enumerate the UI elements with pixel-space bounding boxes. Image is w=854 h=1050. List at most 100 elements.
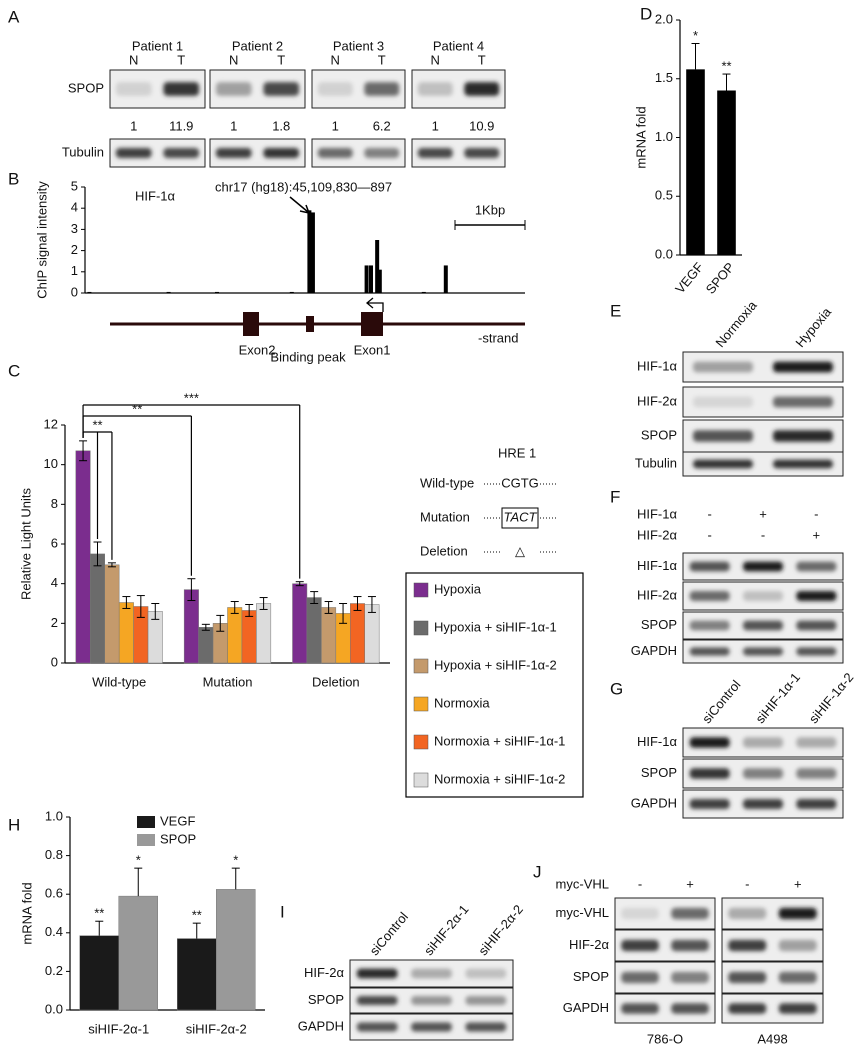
- panel-label: J: [533, 862, 542, 881]
- hre-name: Wild-type: [420, 475, 474, 490]
- band: [743, 798, 783, 810]
- quantification: 1.8: [272, 118, 290, 133]
- row-label: SPOP: [308, 992, 344, 1007]
- band: [215, 147, 252, 159]
- significance: *: [233, 853, 238, 868]
- condition-sign: +: [686, 876, 694, 891]
- tss-arrow: [365, 297, 384, 312]
- band: [621, 1003, 659, 1014]
- band: [465, 968, 507, 979]
- band: [465, 996, 507, 1005]
- cell-line-label: 786-O: [647, 1031, 683, 1046]
- bar: [306, 597, 322, 664]
- bar: [686, 69, 705, 255]
- bar: [75, 450, 91, 664]
- y-tick-label: 1: [71, 263, 78, 278]
- legend-swatch: [413, 658, 429, 674]
- band: [796, 647, 837, 656]
- exon: [243, 312, 259, 336]
- quantification: 6.2: [373, 118, 391, 133]
- band: [778, 1003, 817, 1014]
- band: [743, 620, 783, 631]
- legend-swatch: [413, 696, 429, 712]
- bar: [350, 603, 365, 664]
- band: [263, 82, 300, 96]
- y-tick-label: 4: [51, 575, 58, 590]
- panel-label: B: [8, 169, 19, 188]
- row-label: GAPDH: [631, 795, 677, 810]
- legend-label: Normoxia + siHIF-1α-1: [434, 733, 565, 748]
- quantification: 10.9: [469, 118, 494, 133]
- y-tick-label: 0.0: [45, 1001, 63, 1016]
- band: [689, 768, 730, 779]
- band: [465, 1022, 507, 1032]
- band: [215, 82, 252, 96]
- y-axis-label: Relative Light Units: [18, 488, 33, 600]
- patient-label: Patient 2: [232, 38, 283, 53]
- condition-sign: +: [759, 506, 767, 521]
- legend-label: Hypoxia + siHIF-1α-1: [434, 619, 557, 634]
- band: [778, 907, 817, 920]
- condition-sign: -: [707, 527, 711, 542]
- band: [356, 968, 398, 979]
- y-tick-label: 0.0: [655, 246, 673, 261]
- patient-label: Patient 4: [433, 38, 484, 53]
- band: [671, 939, 709, 952]
- condition-sign: +: [794, 876, 802, 891]
- row-label: GAPDH: [563, 1000, 609, 1015]
- legend-swatch: [413, 620, 429, 636]
- band: [621, 939, 659, 952]
- band: [743, 590, 783, 602]
- band: [411, 968, 452, 979]
- bar: [364, 604, 380, 664]
- bar: [310, 212, 315, 293]
- bar: [118, 602, 134, 664]
- band: [163, 147, 200, 159]
- hre-seq: CGTG: [501, 475, 539, 490]
- bar: [289, 291, 294, 293]
- band: [356, 1022, 398, 1032]
- band: [417, 147, 453, 159]
- exon: [361, 312, 383, 336]
- band: [728, 971, 767, 984]
- bar: [79, 935, 119, 1011]
- condition-sign: -: [761, 527, 765, 542]
- row-label: GAPDH: [298, 1018, 344, 1033]
- hre-box: [501, 507, 539, 529]
- y-tick-label: 0.2: [45, 963, 63, 978]
- row-label: SPOP: [68, 80, 104, 95]
- band: [317, 82, 353, 96]
- band: [411, 996, 452, 1005]
- annotation: chr17 (hg18):45,109,830—897: [215, 179, 392, 194]
- hre-seq: △: [515, 543, 525, 558]
- band: [464, 82, 500, 96]
- band: [411, 1022, 452, 1032]
- band: [115, 82, 152, 96]
- feature-label: Binding peak: [270, 349, 346, 364]
- strand-label: -strand: [478, 330, 518, 345]
- band: [773, 361, 833, 373]
- bar: [177, 938, 217, 1011]
- band: [743, 647, 783, 656]
- lane-label: N: [331, 52, 340, 67]
- row-label: HIF-2α: [637, 587, 678, 602]
- band: [796, 620, 837, 631]
- bar: [256, 603, 272, 664]
- x-tick-label: Wild-type: [92, 674, 146, 689]
- band: [263, 147, 300, 159]
- condition-label: HIF-2α: [637, 527, 678, 542]
- row-label: HIF-2α: [637, 393, 678, 408]
- bar: [104, 564, 120, 664]
- band: [773, 459, 833, 469]
- band: [621, 971, 659, 984]
- panel-label: C: [8, 361, 20, 380]
- row-label: SPOP: [573, 969, 609, 984]
- legend-swatch: [137, 834, 155, 846]
- lane-label: N: [129, 52, 138, 67]
- band: [778, 971, 817, 984]
- band: [689, 620, 730, 631]
- legend-label: Normoxia: [434, 695, 490, 710]
- patient-label: Patient 1: [132, 38, 183, 53]
- y-tick-label: 0: [71, 284, 78, 299]
